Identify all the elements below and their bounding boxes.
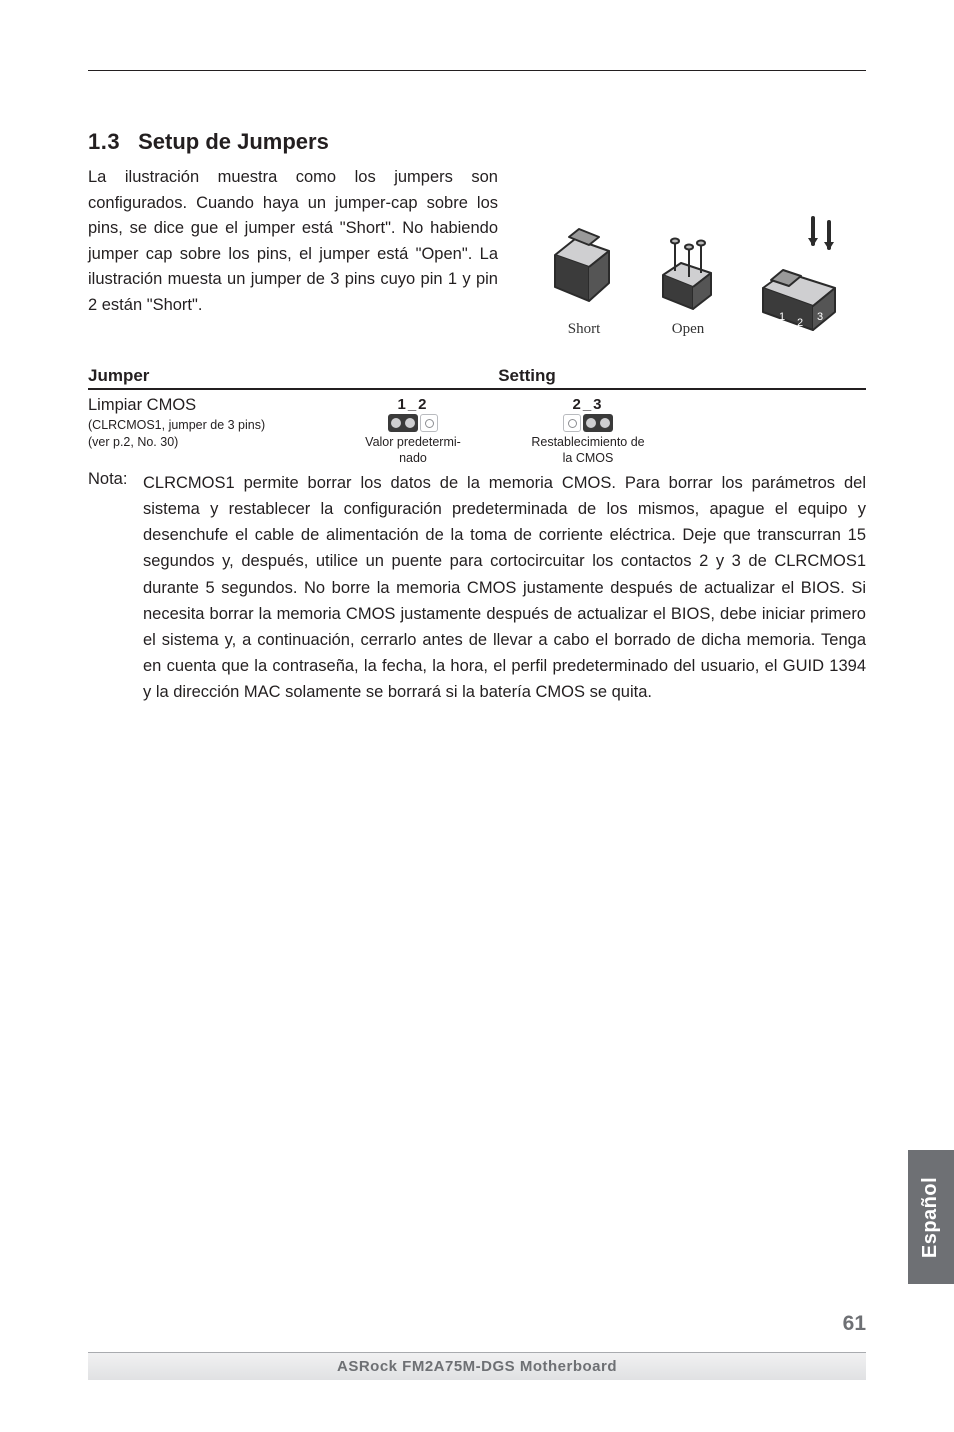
intro-paragraph: La ilustración muestra como los jumpers … — [88, 165, 498, 340]
table-rule — [88, 388, 866, 390]
illus-open-label: Open — [672, 321, 705, 338]
svg-text:2: 2 — [797, 317, 803, 329]
svg-text:3: 3 — [817, 311, 823, 323]
jumper-illustration: Short Open — [526, 165, 866, 340]
language-tab: Español — [908, 1150, 954, 1284]
caption-line: nado — [399, 451, 427, 465]
illus-short-label: Short — [568, 321, 601, 338]
open-icon — [653, 215, 723, 315]
footer-text: ASRock FM2A75M-DGS Motherboard — [337, 1358, 617, 1375]
pins-12-icon — [388, 414, 438, 432]
illus-open: Open — [653, 215, 723, 338]
row-name: Limpiar CMOS — [88, 396, 328, 415]
row-setting-default: 1_2 Valor predetermi- nado — [328, 396, 498, 466]
section-number: 1.3 — [88, 129, 120, 155]
numbered-icon: 1 2 3 — [757, 208, 843, 338]
row-sub1: (CLRCMOS1, jumper de 3 pins) — [88, 418, 328, 432]
pins-12-caption: Valor predetermi- nado — [365, 435, 461, 466]
pins-23-icon — [563, 414, 613, 432]
short-icon — [549, 215, 619, 315]
pins-12-label: 1_2 — [397, 396, 428, 413]
row-setting-clear: 2_3 Restablecimiento de la CMOS — [498, 396, 678, 466]
svg-text:1: 1 — [779, 311, 785, 323]
section-heading: 1.3 Setup de Jumpers — [88, 129, 866, 155]
th-setting: Setting — [328, 366, 866, 386]
intro-block: La ilustración muestra como los jumpers … — [88, 165, 866, 340]
pins-23-label: 2_3 — [572, 396, 603, 413]
caption-line: la CMOS — [563, 451, 614, 465]
illus-numbered: 1 2 3 — [757, 208, 843, 338]
nota-body: CLRCMOS1 permite borrar los datos de la … — [143, 470, 866, 705]
table-row: Limpiar CMOS (CLRCMOS1, jumper de 3 pins… — [88, 396, 866, 466]
language-tab-label: Español — [920, 1176, 943, 1257]
row-left: Limpiar CMOS (CLRCMOS1, jumper de 3 pins… — [88, 396, 328, 466]
pins-23-caption: Restablecimiento de la CMOS — [531, 435, 644, 466]
row-sub2: (ver p.2, No. 30) — [88, 435, 328, 449]
th-jumper: Jumper — [88, 366, 328, 386]
caption-line: Valor predetermi- — [365, 435, 461, 449]
caption-line: Restablecimiento de — [531, 435, 644, 449]
nota-prefix: Nota: — [88, 470, 143, 705]
page-number: 61 — [843, 1312, 866, 1336]
illus-short: Short — [549, 215, 619, 338]
nota-block: Nota: CLRCMOS1 permite borrar los datos … — [88, 470, 866, 705]
top-rule — [88, 70, 866, 71]
footer-bar: ASRock FM2A75M-DGS Motherboard — [88, 1352, 866, 1380]
section-title: Setup de Jumpers — [138, 129, 329, 155]
table-header: Jumper Setting — [88, 366, 866, 386]
